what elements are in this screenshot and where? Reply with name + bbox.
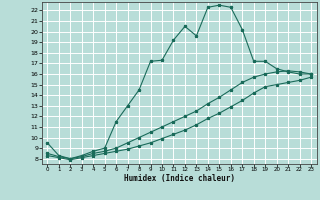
X-axis label: Humidex (Indice chaleur): Humidex (Indice chaleur) bbox=[124, 174, 235, 183]
